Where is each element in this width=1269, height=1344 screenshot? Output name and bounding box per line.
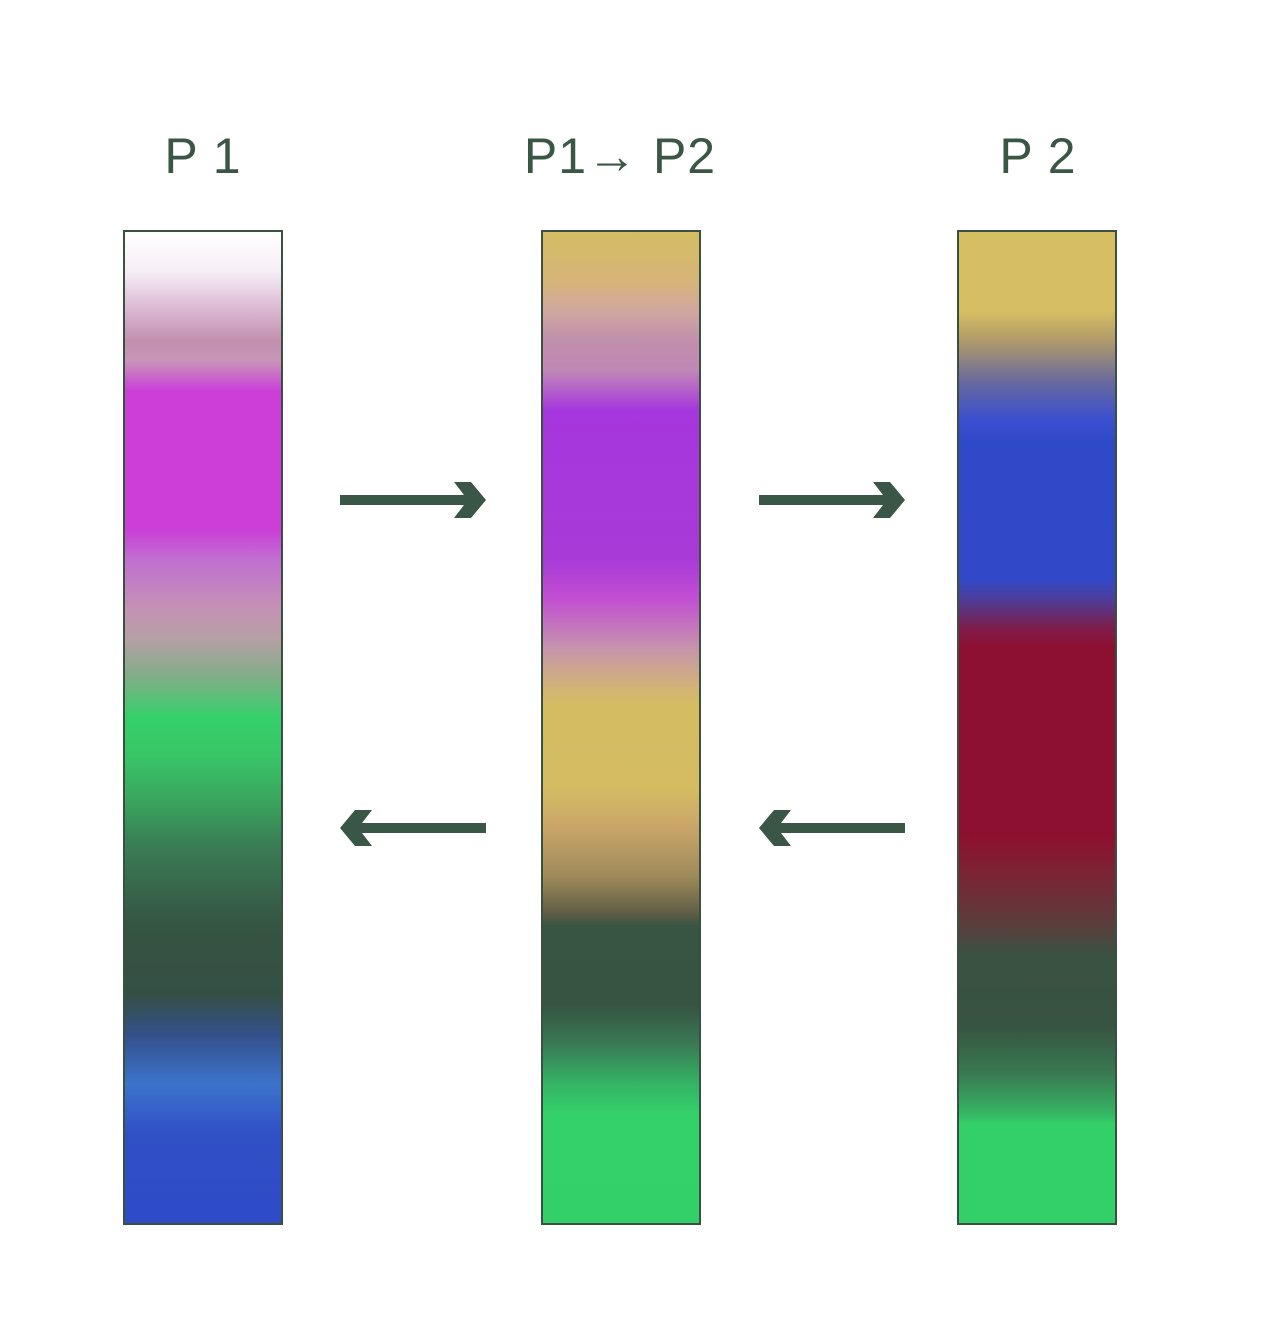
label-p1: P 1 bbox=[164, 128, 242, 184]
label-p2: P 2 bbox=[999, 128, 1077, 184]
color-column-p2 bbox=[957, 230, 1117, 1225]
arrow-left-icon bbox=[759, 810, 905, 846]
arrow-right-icon bbox=[340, 482, 486, 518]
color-column-p1 bbox=[123, 230, 283, 1225]
arrow-left-icon bbox=[340, 810, 486, 846]
arrow-right-icon bbox=[759, 482, 905, 518]
color-column-p1-to-p2 bbox=[541, 230, 701, 1225]
label-p1-to-p2: P1→ P2 bbox=[523, 128, 717, 184]
